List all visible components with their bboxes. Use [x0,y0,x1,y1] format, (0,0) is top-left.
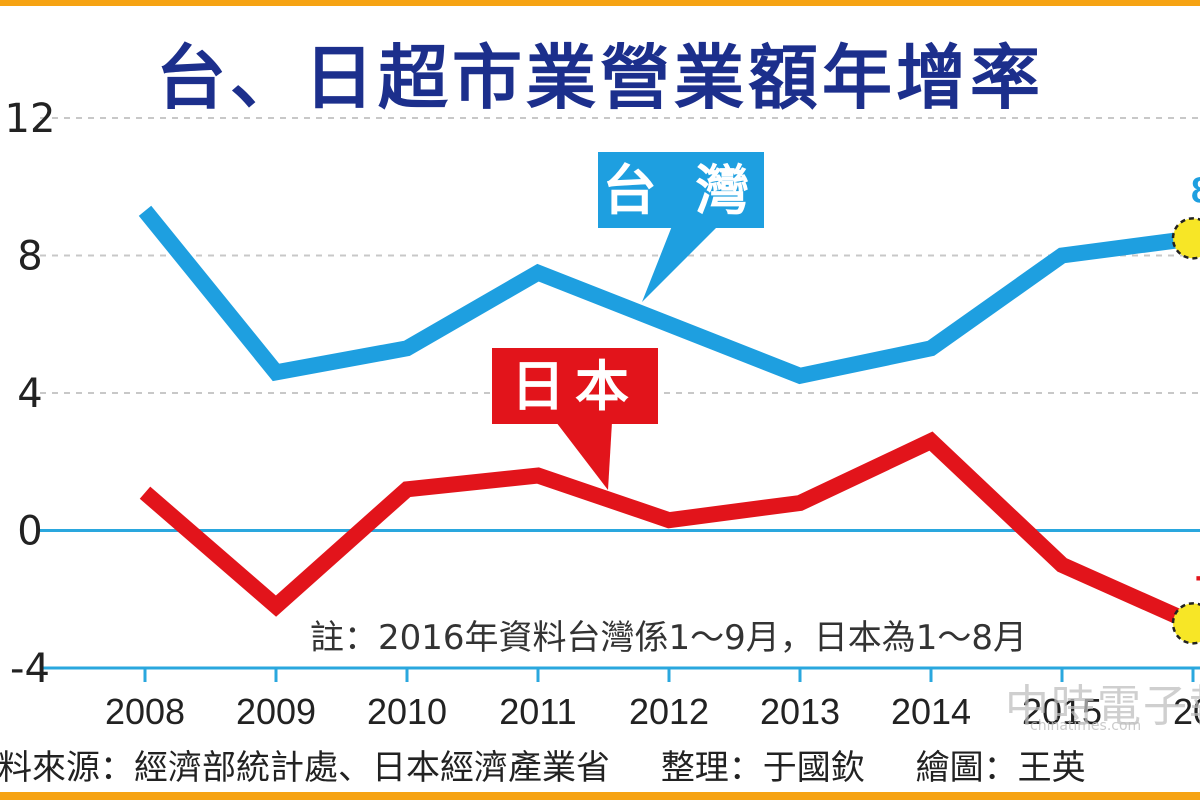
x-tick-label: 2009 [236,691,316,732]
y-tick-label: 12 [5,96,56,142]
x-tick-label: 2013 [760,691,840,732]
legend-japan-pointer [556,422,612,490]
illustrator-credit: 繪圖：王英 [915,748,1086,788]
editor-credit: 整理：于國欽 [660,748,865,788]
y-tick-label: 4 [17,371,42,417]
legend-taiwan-label: 台 灣 [603,159,760,222]
legend-taiwan-pointer [642,226,718,302]
series-line-taiwan [138,205,1195,385]
x-tick-label: 2008 [105,691,185,732]
end-point-marker [1171,602,1200,645]
x-tick-label: 2012 [629,691,709,732]
watermark: 中時電子報 [1005,681,1200,732]
x-tick-label: 2015 [1022,691,1102,732]
y-tick-label: -4 [10,646,50,692]
x-tick-label: 2010 [367,691,447,732]
chart-note: 註：2016年資料台灣係1～9月，日本為1～8月 [310,618,1028,658]
x-tick-label: 20 [1173,691,1200,732]
y-tick-label: 8 [17,234,42,280]
x-tick-label: 2011 [499,691,576,732]
chart-title: 台、日超市業營業額年增率 [156,37,1044,119]
y-tick-label: 0 [17,509,42,555]
end-point-marker [1171,217,1200,260]
series-line-japan [139,431,1197,631]
legend-japan-box [492,348,658,424]
legend-japan-label: 日本 [511,355,639,418]
legend-taiwan-box [598,152,764,228]
end-point-label: - [1195,554,1200,595]
end-point-label: 8 [1191,169,1200,210]
x-tick-label: 2014 [891,691,971,732]
watermark-url: chinatimes.com [1030,718,1142,734]
data-source: 料來源：經濟部統計處、日本經濟產業省 [0,748,610,788]
source-line: 料來源：經濟部統計處、日本經濟產業省 整理：于國欽 繪圖：王英 [0,740,1126,789]
